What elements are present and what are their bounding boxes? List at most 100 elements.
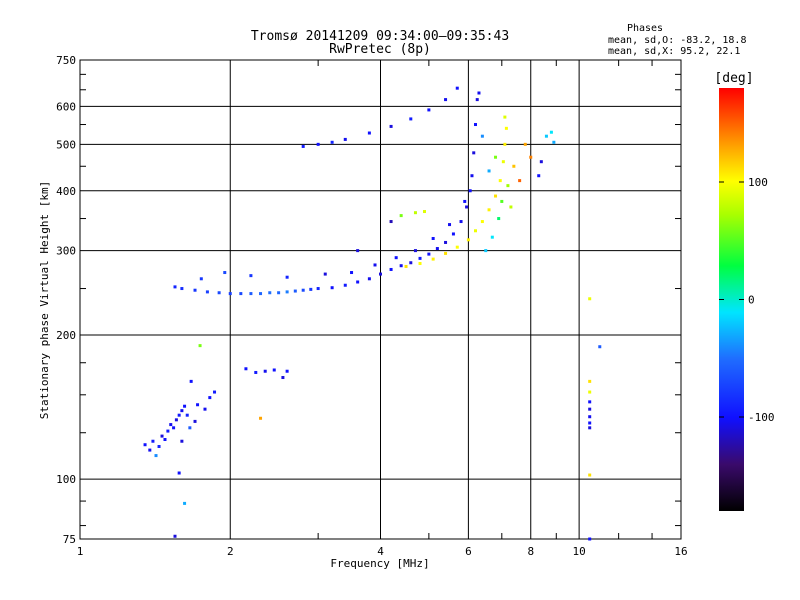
data-point	[518, 179, 522, 183]
data-point	[268, 291, 272, 295]
x-axis-ticks: 1 2 4 6 8 10 16	[77, 60, 688, 558]
data-point	[183, 404, 187, 408]
data-point	[272, 368, 276, 372]
data-point	[504, 126, 508, 130]
data-point	[549, 130, 553, 134]
data-point	[183, 501, 187, 505]
data-point	[435, 247, 439, 251]
phase-stats-x: mean, sd,X: 95.2, 22.1	[608, 46, 740, 57]
data-point	[285, 275, 289, 279]
data-point	[413, 211, 417, 215]
chart-subtitle: RwPretec (8p)	[329, 42, 431, 57]
y-tick-label: 400	[56, 185, 76, 198]
x-tick-label: 8	[527, 545, 534, 558]
data-point	[473, 123, 477, 127]
x-tick-label: 10	[572, 545, 585, 558]
data-point	[151, 439, 155, 443]
data-point	[330, 140, 334, 144]
plot-area: 1 2 4 6 8 10 16 75 100 200 300 400 500 600 750	[56, 54, 688, 558]
colorbar-unit-label: [deg]	[714, 71, 753, 86]
data-point	[301, 144, 305, 148]
data-point	[444, 98, 448, 102]
data-point	[259, 416, 263, 420]
data-point	[196, 403, 200, 407]
data-point	[189, 379, 193, 383]
y-axis-ticks: 75 100 200 300 400 500 600 750	[56, 54, 681, 546]
data-point	[465, 205, 469, 209]
data-point	[503, 115, 507, 119]
data-point	[444, 251, 448, 255]
data-point	[356, 280, 360, 284]
data-point	[367, 277, 371, 281]
data-point	[180, 409, 184, 413]
y-tick-label: 200	[56, 329, 76, 342]
data-point	[455, 86, 459, 90]
grid-lines	[80, 60, 681, 539]
data-point	[316, 287, 320, 291]
data-point	[174, 418, 178, 422]
phase-colorbar: [deg] 100 0 -100	[714, 71, 775, 511]
data-point	[199, 277, 203, 281]
data-point	[552, 140, 556, 144]
data-point	[157, 444, 161, 448]
data-point	[217, 291, 221, 295]
data-point	[160, 434, 164, 438]
data-point	[588, 390, 592, 394]
data-point	[213, 390, 217, 394]
data-point	[188, 426, 192, 430]
data-point	[259, 292, 263, 296]
data-point	[281, 376, 285, 380]
data-point	[498, 179, 502, 183]
data-point	[472, 151, 476, 155]
data-point	[177, 471, 181, 475]
data-point	[418, 261, 422, 265]
data-point	[509, 205, 513, 209]
data-point	[455, 245, 459, 249]
x-tick-label: 1	[77, 545, 84, 558]
data-point	[539, 160, 543, 164]
chart-title: Tromsø 20141209 09:34:00–09:35:43	[251, 29, 509, 44]
data-point	[316, 142, 320, 146]
data-point	[503, 142, 507, 146]
data-point	[544, 134, 548, 138]
data-point	[343, 283, 347, 287]
data-point	[588, 297, 592, 301]
data-point	[180, 287, 184, 291]
data-point	[205, 290, 209, 294]
data-point	[487, 208, 491, 212]
data-point	[588, 537, 592, 541]
data-point	[143, 443, 147, 447]
data-point	[413, 249, 417, 253]
data-point	[169, 423, 173, 427]
data-point	[223, 271, 227, 275]
data-point	[172, 426, 176, 430]
data-point	[154, 454, 158, 458]
data-point	[431, 236, 435, 240]
data-points	[143, 86, 602, 541]
data-point	[249, 292, 253, 296]
phases-heading: Phases	[627, 23, 663, 34]
data-point	[537, 174, 541, 178]
data-point	[323, 272, 327, 276]
data-point	[330, 286, 334, 290]
data-point	[588, 421, 592, 425]
data-point	[399, 264, 403, 268]
data-point	[203, 407, 207, 411]
data-point	[301, 288, 305, 292]
data-point	[422, 210, 426, 214]
y-tick-label: 500	[56, 138, 76, 151]
data-point	[497, 217, 501, 221]
data-point	[173, 534, 177, 538]
data-point	[427, 252, 431, 256]
data-point	[228, 292, 232, 296]
y-axis-label: Stationary phase Virtual Height [km]	[38, 181, 51, 419]
data-point	[394, 256, 398, 260]
data-point	[588, 400, 592, 404]
data-point	[470, 174, 474, 178]
y-tick-label: 600	[56, 100, 76, 113]
data-point	[148, 448, 152, 452]
y-tick-label: 100	[56, 473, 76, 486]
data-point	[468, 189, 472, 193]
y-tick-label: 75	[63, 533, 76, 546]
data-point	[427, 108, 431, 112]
